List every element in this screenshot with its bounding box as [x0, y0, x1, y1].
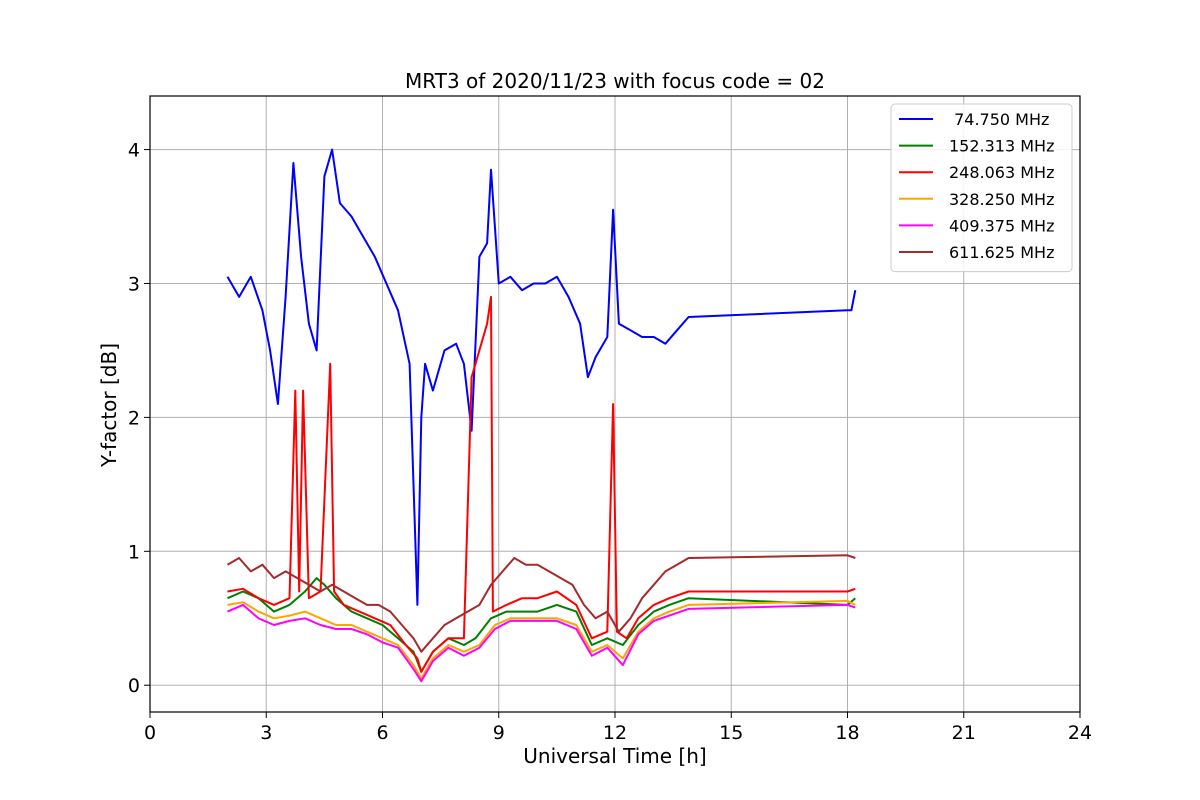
legend-label: 409.375 MHz: [949, 216, 1054, 235]
y-tick-label: 4: [128, 140, 140, 162]
x-tick-label: 18: [835, 722, 859, 744]
x-tick-label: 12: [603, 722, 627, 744]
legend-label: 248.063 MHz: [949, 163, 1054, 182]
series-line-3: [227, 599, 856, 680]
legend-label: 152.313 MHz: [949, 137, 1054, 156]
y-tick-label: 3: [128, 273, 140, 295]
legend-label: 74.750 MHz: [949, 110, 1049, 129]
legend-label: 611.625 MHz: [949, 243, 1054, 262]
x-axis: 0 3 6 9 15 18 21 24 12: [144, 712, 1092, 744]
x-tick-label: 15: [719, 722, 743, 744]
x-axis-label: Universal Time [h]: [523, 744, 706, 768]
series-line-4: [227, 603, 856, 683]
y-tick-label: 0: [128, 675, 140, 697]
y-axis-label: Y-factor [dB]: [97, 343, 121, 468]
plot-series: [226, 148, 857, 683]
x-tick-label: 24: [1068, 722, 1092, 744]
series-line-2: [227, 295, 856, 673]
y-tick-label: 1: [128, 541, 140, 563]
series-line-5: [226, 554, 856, 653]
series-line-0: [226, 148, 857, 606]
x-tick-label: 3: [260, 722, 272, 744]
legend-label: 328.250 MHz: [949, 190, 1054, 209]
legend: 74.750 MHz 152.313 MHz 248.063 MHz 328.250 …: [890, 103, 1073, 273]
x-tick-label: 9: [493, 722, 505, 744]
y-tick-label: 2: [128, 407, 140, 429]
x-tick-label: 6: [376, 722, 388, 744]
legend-box: [890, 103, 1073, 273]
x-tick-label: 0: [144, 722, 156, 744]
chart-title: MRT3 of 2020/11/23 with focus code = 02: [405, 69, 825, 93]
x-tick-label: 21: [952, 722, 976, 744]
y-axis: 0 1 2 3 4: [128, 140, 150, 697]
